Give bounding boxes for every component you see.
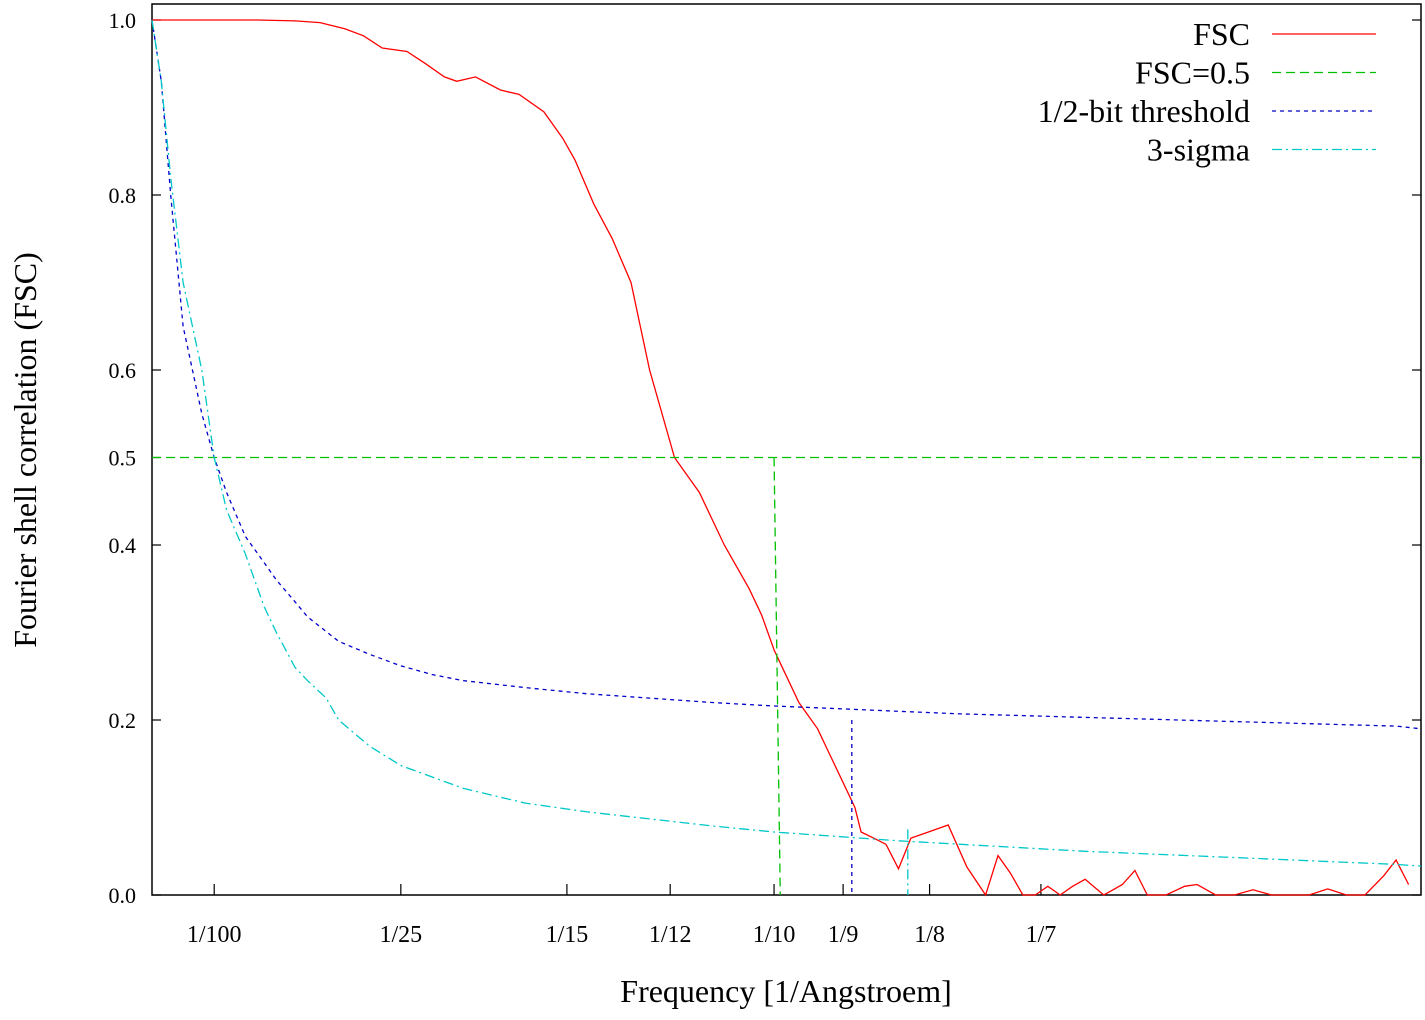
x-tick-label: 1/25 xyxy=(379,922,422,948)
drop-line-fsc-0-5 xyxy=(773,457,781,896)
x-tick-label: 1/12 xyxy=(649,922,692,948)
x-tick-label: 1/10 xyxy=(753,922,796,948)
x-tick-label: 1/100 xyxy=(187,922,242,948)
y-tick-label: 0.6 xyxy=(109,358,137,383)
legend-label: 1/2-bit threshold xyxy=(1038,93,1250,129)
y-axis-label: Fourier shell correlation (FSC) xyxy=(7,252,43,647)
x-tick-label: 1/7 xyxy=(1026,922,1057,948)
x-tick-label: 1/15 xyxy=(546,922,589,948)
x-axis-label: Frequency [1/Angstroem] xyxy=(620,973,951,1009)
legend-label: FSC=0.5 xyxy=(1135,55,1250,91)
plot-frame xyxy=(151,3,1422,896)
y-tick-label: 1.0 xyxy=(109,8,137,33)
y-tick-label: 0.5 xyxy=(109,446,137,471)
legend-label: FSC xyxy=(1193,16,1250,52)
y-axis-ticks: 0.0 0.2 0.4 0.5 0.6 0.8 1.0 xyxy=(109,8,1421,908)
series-line-1-2-bit-threshold xyxy=(151,19,1422,730)
series-layer xyxy=(151,19,1422,897)
y-tick-label: 0.2 xyxy=(109,708,137,733)
x-tick-label: 1/8 xyxy=(914,922,945,948)
series-line-3-sigma xyxy=(151,19,1422,867)
y-tick-label: 0.0 xyxy=(109,883,137,908)
y-tick-label: 0.4 xyxy=(109,533,137,558)
series-line-fsc xyxy=(152,19,1410,897)
x-tick-label: 1/9 xyxy=(828,922,859,948)
x-axis-ticks: 1/100 1/25 1/15 1/12 1/10 1/9 1/8 1/7 xyxy=(187,884,1056,948)
y-tick-label: 0.8 xyxy=(109,183,137,208)
legend-label: 3-sigma xyxy=(1147,132,1250,168)
